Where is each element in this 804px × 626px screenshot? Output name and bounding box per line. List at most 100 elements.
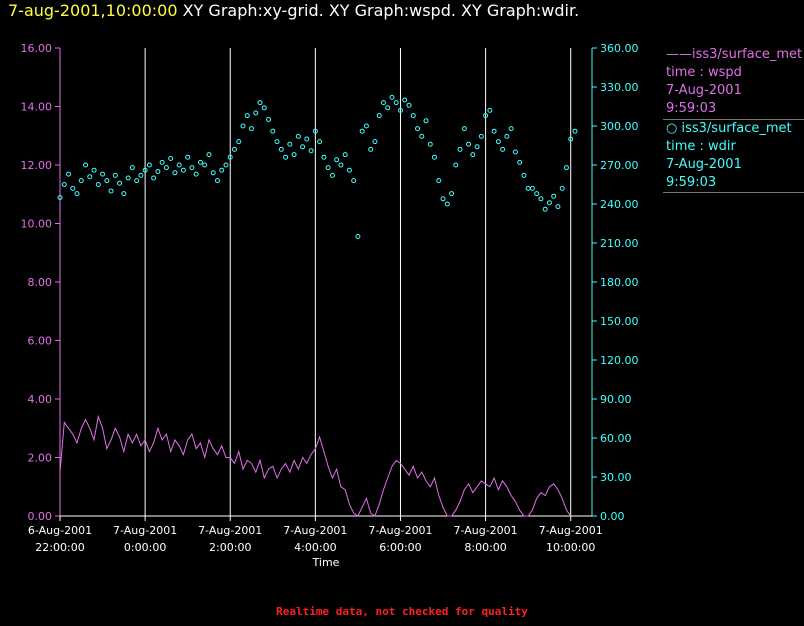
wdir-point	[266, 117, 272, 122]
axes	[55, 47, 597, 521]
wdir-point	[134, 178, 140, 184]
y-left-tick-label: 0.00	[28, 510, 53, 523]
wdir-point	[91, 167, 97, 173]
y-left-tick-label: 8.00	[28, 276, 53, 289]
wdir-point	[346, 167, 352, 173]
quality-notice: Realtime data, not checked for quality	[276, 605, 528, 618]
wdir-point	[87, 174, 93, 180]
x-tick-label: 7-Aug-2001	[368, 524, 432, 537]
wdir-point	[478, 133, 484, 139]
wdir-point	[300, 144, 306, 150]
wdir-point	[231, 146, 237, 152]
x-tick-label: 0:00:00	[124, 541, 166, 554]
graph-titles: XY Graph:xy-grid. XY Graph:wspd. XY Grap…	[182, 1, 580, 20]
wdir-point	[142, 167, 148, 173]
y-left-tick-label: 4.00	[28, 393, 53, 406]
wdir-point	[270, 128, 276, 134]
wdir-point	[112, 172, 118, 178]
wdir-point	[129, 165, 135, 171]
wdir-point	[410, 113, 416, 119]
wdir-point	[546, 200, 552, 206]
wdir-point	[163, 165, 169, 171]
wdir-point	[508, 126, 514, 132]
wdir-point	[500, 146, 506, 152]
legend-wdir-source: ○ iss3/surface_met	[666, 121, 792, 136]
wdir-point	[521, 172, 527, 178]
wdir-point	[291, 152, 297, 158]
wdir-point	[440, 196, 446, 202]
wdir-point	[368, 146, 374, 152]
wdir-point	[372, 139, 378, 145]
wdir-point	[57, 195, 63, 200]
wdir-point	[274, 139, 280, 145]
wdir-point	[74, 191, 80, 197]
wdir-point	[432, 154, 438, 160]
wdir-point	[325, 165, 331, 171]
wdir-point	[185, 154, 191, 160]
wdir-point	[61, 182, 67, 187]
wdir-point	[491, 128, 497, 134]
wdir-point	[380, 100, 386, 106]
y-right-tick-label: 0.00	[600, 510, 625, 523]
wdir-point	[529, 185, 535, 191]
wdir-point	[304, 136, 310, 142]
y-right-tick-label: 210.00	[600, 237, 639, 250]
x-tick-label: 7-Aug-2001	[283, 524, 347, 537]
wspd-line	[59, 414, 572, 517]
wdir-point	[151, 175, 157, 181]
wdir-point	[427, 141, 433, 147]
wdir-point	[419, 133, 425, 139]
legend-wspd: ——iss3/surface_met time : wspd 7-Aug-200…	[666, 46, 802, 118]
wdir-point	[197, 159, 203, 165]
y-left-tick-label: 6.00	[28, 335, 53, 348]
wdir-point	[210, 170, 216, 176]
wdir-point	[389, 94, 395, 100]
wdir-point	[125, 175, 131, 181]
wdir-point	[474, 144, 480, 150]
wdir-point	[206, 152, 212, 158]
wdir-point	[572, 128, 578, 134]
x-tick-label: 6-Aug-2001	[28, 524, 92, 537]
wdir-point	[104, 178, 110, 184]
y-right-tick-label: 360.00	[600, 42, 639, 55]
x-tick-label: 10:00:00	[546, 541, 595, 554]
y-right-tick-label: 240.00	[600, 198, 639, 211]
legend-wspd-source: ——iss3/surface_met	[666, 47, 803, 62]
timestamp: 7-aug-2001,10:00:00	[8, 1, 178, 20]
xy-graph: 0.00 2.00 4.00 6.00 8.00 10.00 12.00 14.00 16.00…	[21, 42, 639, 569]
wdir-point	[563, 165, 569, 171]
wdir-point	[466, 141, 472, 147]
wdir-point	[70, 185, 76, 191]
y-left-tick-label: 14.00	[21, 101, 53, 114]
wdir-point	[223, 162, 229, 168]
wdir-point	[385, 105, 391, 111]
x-tick-label: 7-Aug-2001	[198, 524, 262, 537]
wspd-series	[59, 414, 572, 517]
x-tick-label: 8:00:00	[464, 541, 506, 554]
wdir-point	[146, 162, 152, 168]
wdir-point	[393, 100, 399, 106]
wdir-point	[329, 172, 335, 178]
wdir-point	[363, 123, 369, 129]
wdir-point	[470, 152, 476, 158]
x-tick-label: 2:00:00	[209, 541, 251, 554]
wdir-point	[214, 178, 220, 184]
legend-wdir-variable: time : wdir	[666, 139, 736, 154]
wdir-point	[172, 170, 178, 176]
wdir-point	[444, 201, 450, 207]
wdir-point	[261, 105, 267, 111]
wdir-point	[236, 139, 242, 145]
y-right-tick-label: 120.00	[600, 354, 639, 367]
wdir-point	[555, 204, 561, 210]
y-right-tick-label: 150.00	[600, 315, 639, 328]
wdir-point	[202, 162, 208, 168]
y-right-tick-label: 60.00	[600, 432, 632, 445]
wdir-point	[180, 167, 186, 173]
y-left-tick-label: 2.00	[28, 452, 53, 465]
wdir-point	[512, 149, 518, 155]
y-right-tick-label: 300.00	[600, 120, 639, 133]
tick-labels: 0.00 2.00 4.00 6.00 8.00 10.00 12.00 14.00 16.00…	[21, 42, 639, 554]
wdir-point	[253, 110, 259, 116]
wdir-point	[436, 178, 442, 184]
wdir-point	[312, 128, 318, 134]
